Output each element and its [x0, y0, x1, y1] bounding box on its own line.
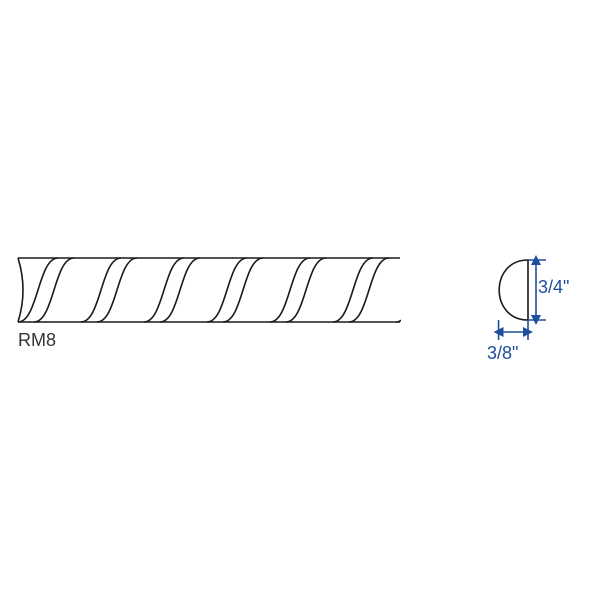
product-code-label: RM8	[18, 330, 56, 351]
width-dimension-label: 3/8"	[487, 343, 518, 364]
diagram-container: RM8 3/4" 3/8"	[0, 0, 600, 600]
rope-elevation	[0, 258, 452, 322]
height-dimension-label: 3/4"	[538, 277, 569, 298]
cross-section	[499, 260, 528, 320]
diagram-svg	[0, 0, 600, 600]
